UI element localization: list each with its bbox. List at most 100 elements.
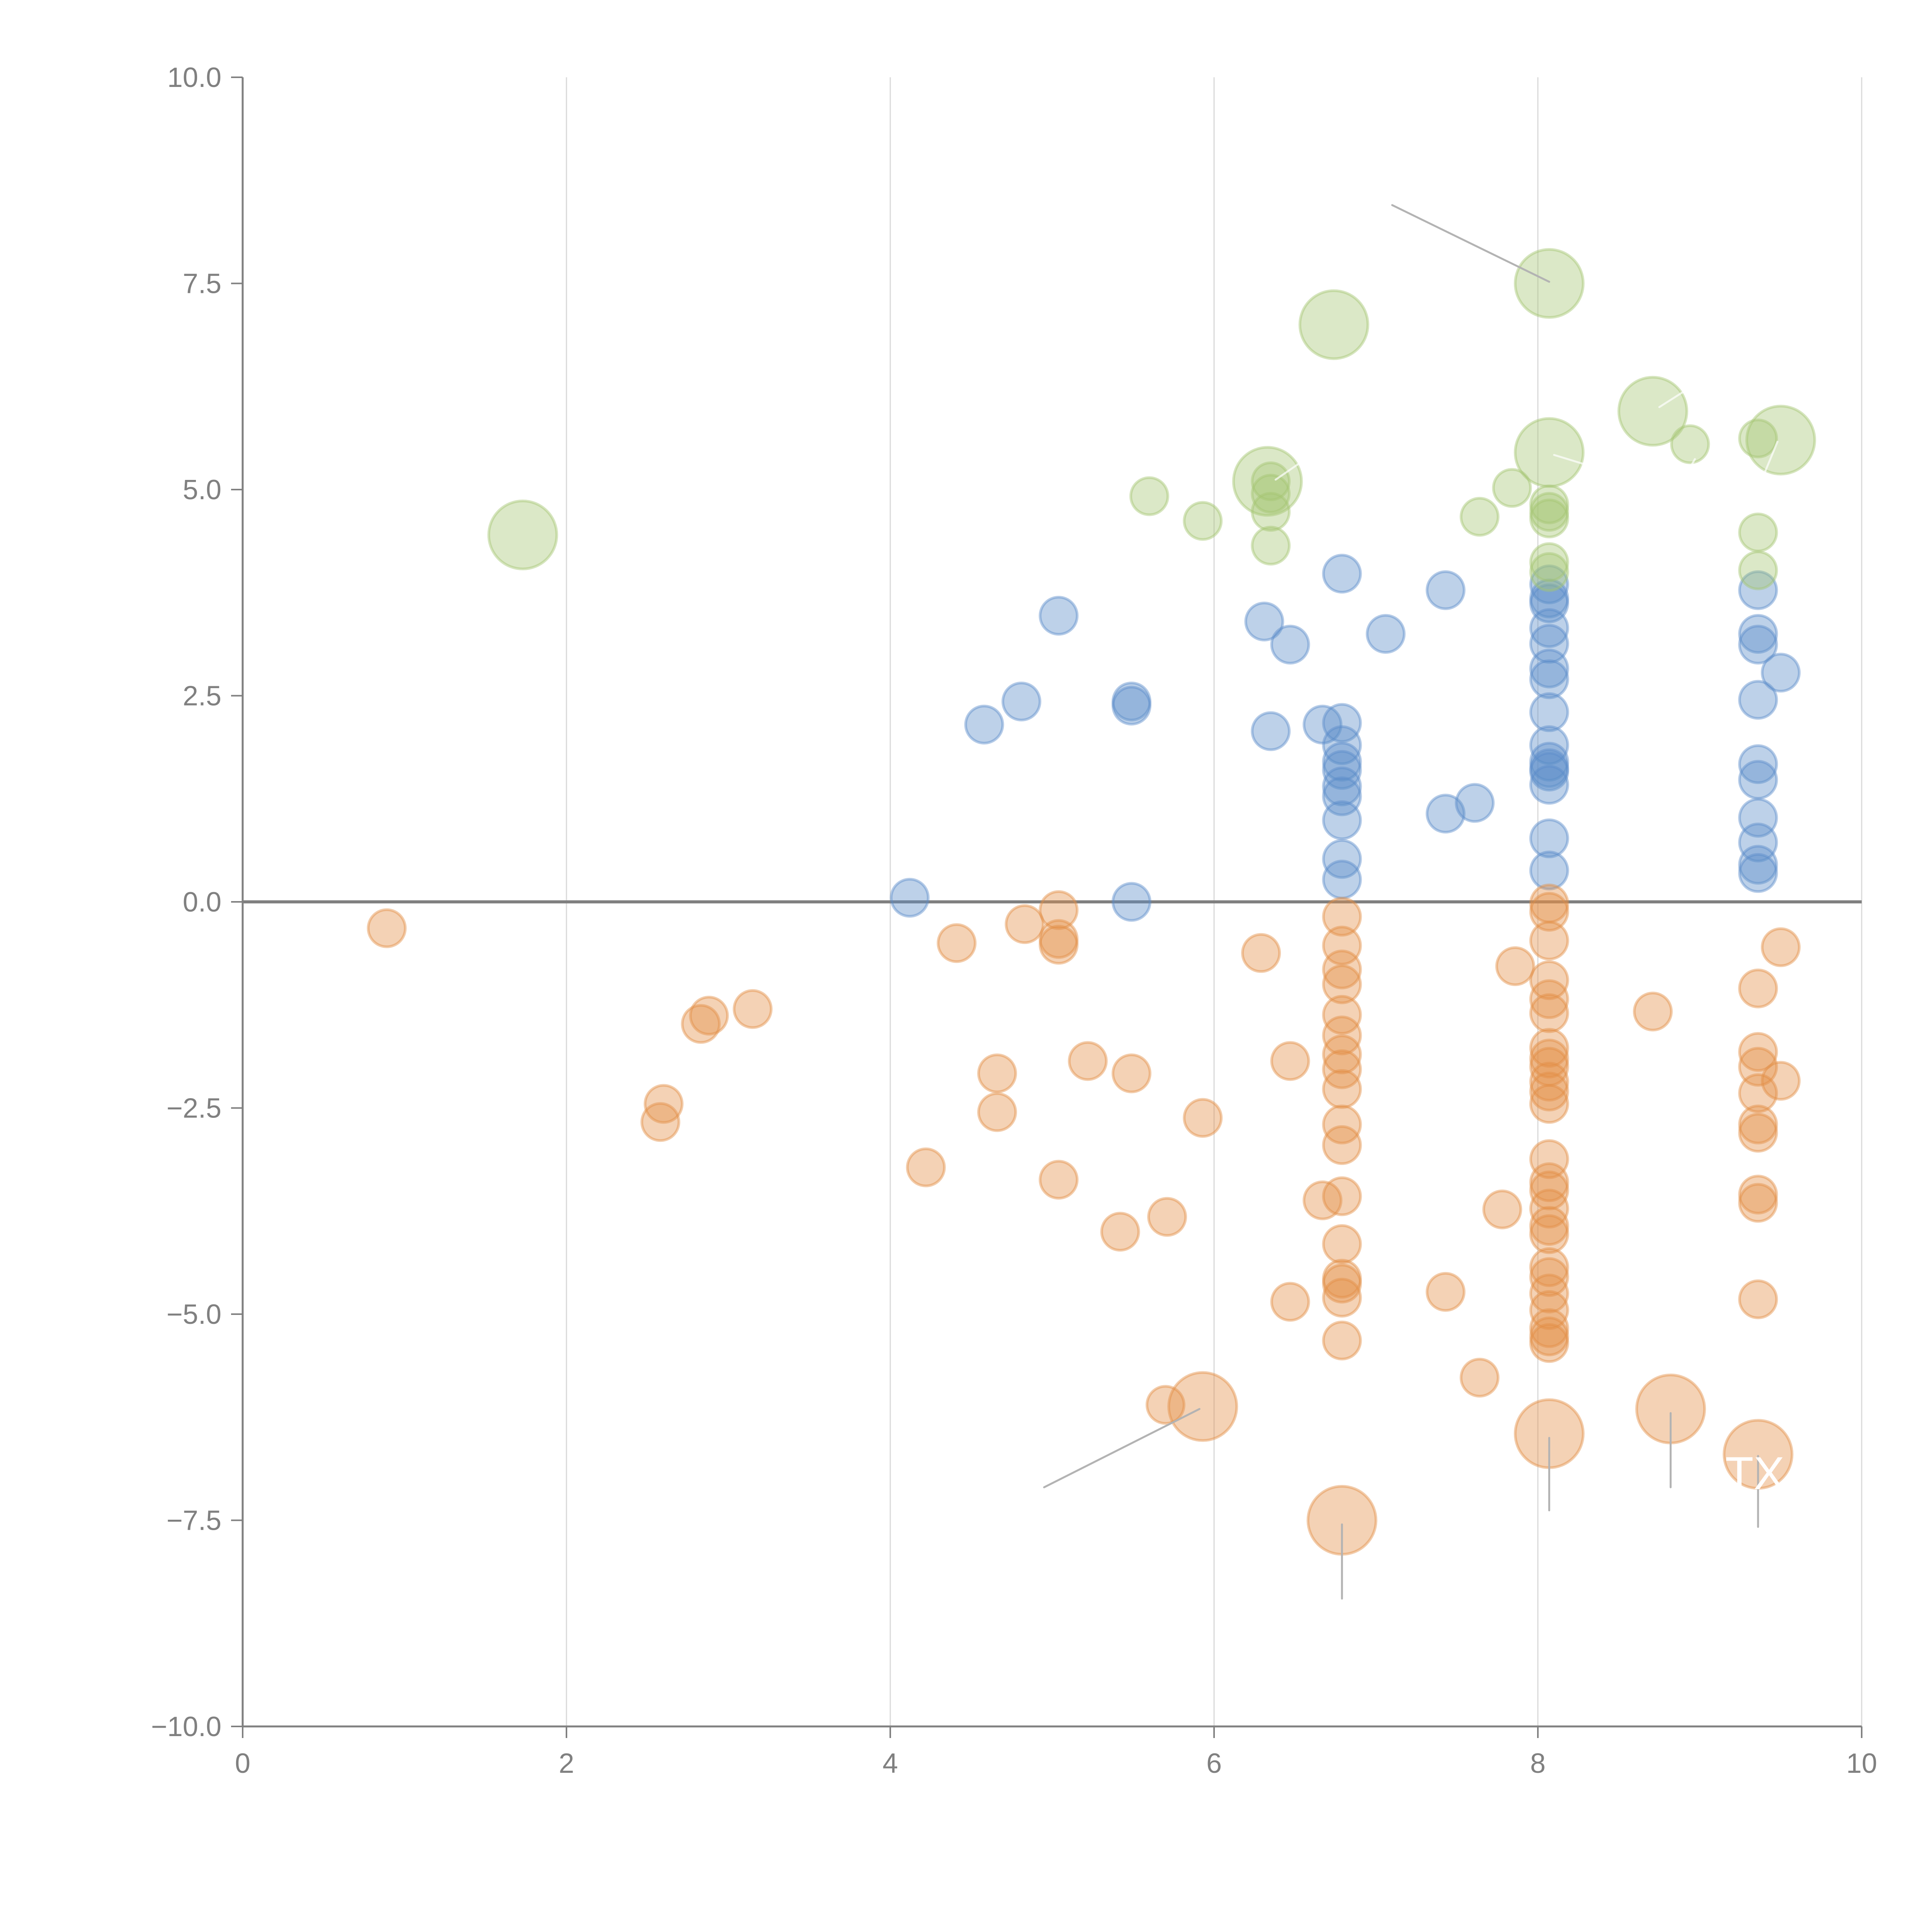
- orange-data-point: [1529, 1162, 1569, 1202]
- blue-data-point: [1529, 608, 1569, 648]
- orange-data-point: [1529, 993, 1569, 1033]
- orange-data-point: [1039, 1160, 1079, 1200]
- orange-data-point: [1529, 1071, 1569, 1112]
- orange-data-point: [1322, 1277, 1362, 1318]
- orange-data-point: [1322, 1104, 1362, 1145]
- orange-data-point: [977, 1053, 1017, 1094]
- x-tick-label: 6: [1206, 1748, 1222, 1779]
- orange-data-point: [1529, 1084, 1569, 1124]
- green-data-point: [1738, 418, 1778, 459]
- green-data-point: [1670, 424, 1710, 464]
- blue-data-point: [1244, 601, 1284, 641]
- blue-data-point: [1111, 882, 1151, 922]
- blue-data-point: [1001, 681, 1041, 721]
- orange-data-point: [1322, 1034, 1362, 1075]
- blue-data-point: [1322, 703, 1362, 743]
- blue-data-point: [1366, 614, 1406, 654]
- green-data-point: [1492, 468, 1532, 508]
- orange-data-point: [1529, 1274, 1569, 1314]
- orange-data-point: [681, 1004, 721, 1044]
- blue-data-point: [1251, 711, 1291, 751]
- orange-data-point: [1039, 890, 1079, 930]
- green-data-point: [1129, 476, 1169, 516]
- y-tick-label: 5.0: [183, 474, 221, 505]
- orange-data-point: [1322, 1049, 1362, 1089]
- blue-data-point: [1529, 564, 1569, 604]
- green-data-point: [1529, 492, 1569, 532]
- blue-data-point: [1322, 742, 1362, 782]
- green-data-point: [1745, 405, 1816, 476]
- green-data-point: [1251, 461, 1291, 502]
- blue-data-point: [1529, 692, 1569, 732]
- annotation-label: TX: [1725, 1447, 1784, 1499]
- y-tick-label: −10.0: [151, 1711, 221, 1742]
- annotation-leader-line: [1764, 440, 1779, 474]
- orange-data-point: [1529, 1290, 1569, 1330]
- orange-data-point: [1738, 1183, 1778, 1223]
- orange-data-point: [1529, 1257, 1569, 1297]
- y-tick-label: 0.0: [183, 887, 221, 918]
- orange-data-point: [367, 908, 407, 948]
- orange-data-point: [1145, 1385, 1185, 1425]
- y-tick-label: −2.5: [167, 1093, 221, 1124]
- orange-data-point: [1482, 1189, 1522, 1230]
- orange-data-point: [1529, 1038, 1569, 1078]
- green-data-point: [1738, 512, 1778, 553]
- green-data-point: [1529, 498, 1569, 539]
- orange-data-point: [640, 1102, 680, 1142]
- orange-data-point: [643, 1084, 684, 1124]
- orange-data-point: [977, 1092, 1017, 1132]
- blue-data-point: [1738, 853, 1778, 893]
- orange-data-point: [1529, 1316, 1569, 1357]
- orange-data-point: [1459, 1357, 1500, 1398]
- y-tick-label: −7.5: [167, 1505, 221, 1536]
- orange-data-point: [1529, 892, 1569, 932]
- orange-data-point: [1005, 904, 1045, 944]
- blue-data-point: [1738, 822, 1778, 862]
- orange-data-point: [689, 995, 729, 1036]
- orange-data-point: [1322, 925, 1362, 966]
- green-data-point: [1529, 552, 1569, 592]
- blue-data-point: [1529, 624, 1569, 664]
- axis-layer: 10.0 7.5 5.0 2.5 0.0 −2.5 −5.0 −7.5 −10.0 0 2 4 6 8 10: [151, 62, 1877, 1779]
- blue-data-point: [1322, 750, 1362, 790]
- orange-data-point: [1529, 1170, 1569, 1211]
- blue-data-point: [1529, 742, 1569, 782]
- orange-data-point: [1167, 1371, 1238, 1442]
- annotation-leader-line: [1043, 1408, 1201, 1488]
- orange-data-point: [1495, 946, 1535, 986]
- orange-data-point: [1738, 1279, 1778, 1320]
- orange-data-point: [1100, 1212, 1140, 1252]
- orange-data-point: [1322, 1125, 1362, 1165]
- orange-data-point: [1322, 1015, 1362, 1056]
- blue-data-point: [1529, 659, 1569, 699]
- orange-data-point: [733, 989, 773, 1029]
- green-data-point: [1514, 248, 1585, 319]
- blue-data-point: [1455, 783, 1495, 823]
- annotation-leader-line: [1391, 204, 1550, 283]
- blue-data-point: [1322, 859, 1362, 900]
- blue-data-point: [1322, 839, 1362, 879]
- blue-data-point: [889, 878, 930, 918]
- blue-data-point: [1738, 680, 1778, 720]
- blue-data-point: [1761, 653, 1801, 693]
- orange-data-point: [1322, 949, 1362, 990]
- blue-data-point: [1425, 794, 1466, 834]
- blue-data-point: [1111, 685, 1151, 726]
- green-data-point: [1251, 526, 1291, 566]
- green-data-point: [1514, 417, 1585, 488]
- annotation-leader-line: [1690, 458, 1696, 466]
- blue-data-point: [1529, 752, 1569, 792]
- blue-data-point: [1529, 850, 1569, 891]
- y-tick-label: 2.5: [183, 681, 221, 712]
- orange-data-point: [1322, 1224, 1362, 1264]
- green-data-point: [1529, 542, 1569, 582]
- green-data-point: [1459, 497, 1500, 537]
- orange-data-point: [1529, 1247, 1569, 1287]
- orange-data-point: [1529, 960, 1569, 1000]
- leader-layer: [1043, 204, 1779, 1600]
- blue-data-point: [1738, 760, 1778, 800]
- orange-data-point: [1529, 920, 1569, 961]
- orange-data-point: [1322, 1259, 1362, 1299]
- green-data-point: [1183, 501, 1223, 541]
